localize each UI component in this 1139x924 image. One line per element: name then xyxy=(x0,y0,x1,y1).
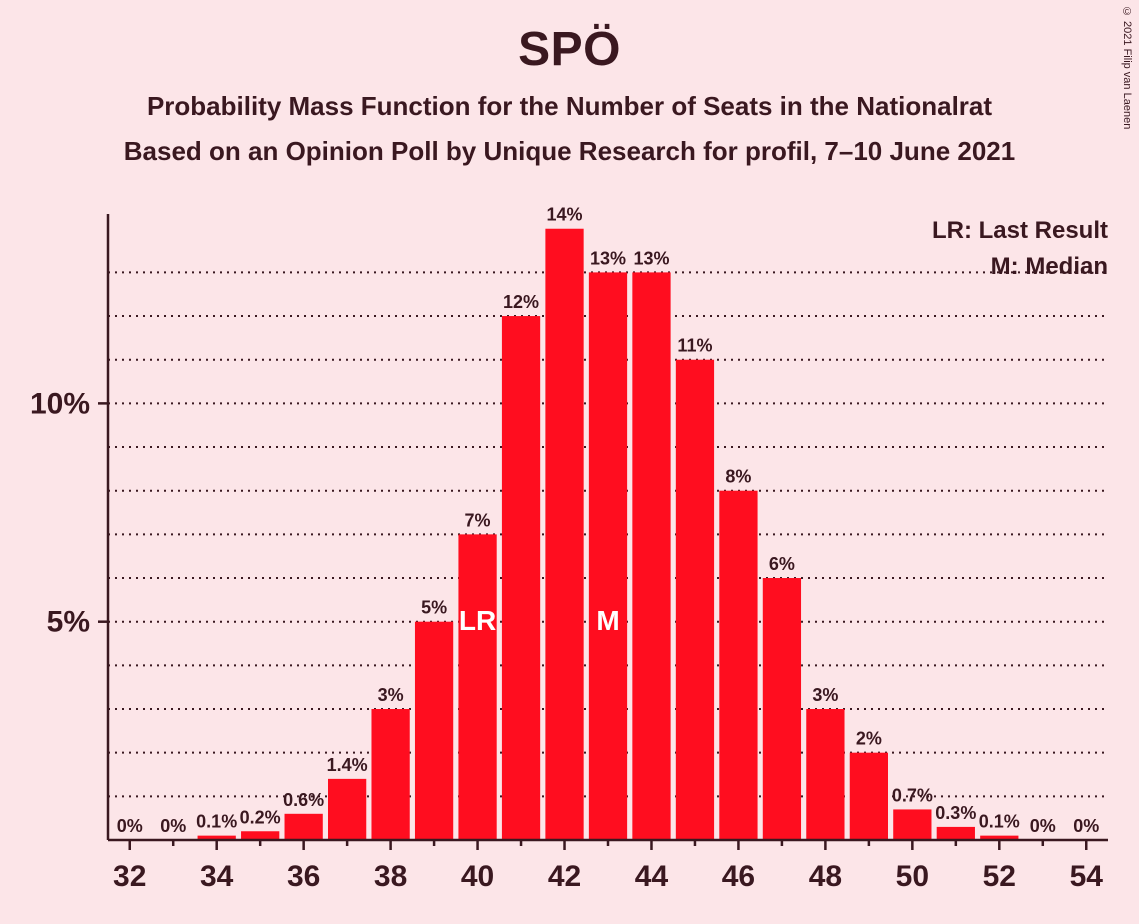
bar-value-label: 3% xyxy=(378,685,404,705)
bar-value-label: 14% xyxy=(547,205,583,225)
legend-last-result: LR: Last Result xyxy=(932,217,1108,244)
bar xyxy=(893,809,931,840)
chart-title: SPÖ xyxy=(0,0,1139,77)
bar xyxy=(632,272,670,840)
bar-value-label: 2% xyxy=(856,729,882,749)
chart-subtitle-2: Based on an Opinion Poll by Unique Resea… xyxy=(0,136,1139,167)
bar xyxy=(285,814,323,840)
x-tick-label: 34 xyxy=(200,860,234,893)
bar xyxy=(241,831,279,840)
legend-median: M: Median xyxy=(991,253,1108,280)
x-tick-label: 36 xyxy=(287,860,320,893)
chart-area: 5%10%0%0%0.1%0.2%0.6%1.4%3%5%7%LR12%14%1… xyxy=(0,200,1139,924)
x-tick-label: 32 xyxy=(113,860,146,893)
x-tick-label: 38 xyxy=(374,860,407,893)
bar-value-label: 5% xyxy=(421,598,447,618)
bar-value-label: 0.2% xyxy=(240,807,281,827)
bar xyxy=(545,229,583,840)
bar xyxy=(328,779,366,840)
bar-annotation: M xyxy=(596,605,619,636)
bar xyxy=(502,316,540,840)
x-tick-label: 54 xyxy=(1070,860,1104,893)
bar xyxy=(371,709,409,840)
bar-value-label: 0% xyxy=(160,816,186,836)
bar-value-label: 0% xyxy=(1073,816,1099,836)
bar-value-label: 0.7% xyxy=(892,785,933,805)
bar-value-label: 8% xyxy=(725,467,751,487)
x-tick-label: 50 xyxy=(896,860,929,893)
bar-annotation: LR xyxy=(459,605,496,636)
bar-value-label: 1.4% xyxy=(327,755,368,775)
bar xyxy=(589,272,627,840)
bar xyxy=(719,491,757,840)
bar-value-label: 13% xyxy=(633,248,669,268)
x-tick-label: 52 xyxy=(983,860,1016,893)
bar-value-label: 0% xyxy=(1030,816,1056,836)
bar-value-label: 7% xyxy=(465,510,491,530)
x-tick-label: 46 xyxy=(722,860,755,893)
x-tick-label: 40 xyxy=(461,860,494,893)
bar-value-label: 0% xyxy=(117,816,143,836)
bar xyxy=(676,360,714,840)
bar-value-label: 0.6% xyxy=(283,790,324,810)
bar-value-label: 13% xyxy=(590,248,626,268)
bar-value-label: 0.1% xyxy=(196,812,237,832)
copyright-text: © 2021 Filip van Laenen xyxy=(1121,6,1133,129)
svg-text:5%: 5% xyxy=(47,606,90,639)
bar-value-label: 6% xyxy=(769,554,795,574)
svg-text:10%: 10% xyxy=(30,387,90,420)
bar xyxy=(850,753,888,840)
bar-value-label: 0.3% xyxy=(935,803,976,823)
bar xyxy=(458,534,496,840)
bar-value-label: 3% xyxy=(812,685,838,705)
pmf-bar-chart: 5%10%0%0%0.1%0.2%0.6%1.4%3%5%7%LR12%14%1… xyxy=(0,200,1139,924)
chart-subtitle-1: Probability Mass Function for the Number… xyxy=(0,91,1139,122)
bar xyxy=(806,709,844,840)
x-tick-label: 48 xyxy=(809,860,842,893)
x-tick-label: 44 xyxy=(635,860,669,893)
bar-value-label: 12% xyxy=(503,292,539,312)
bar xyxy=(763,578,801,840)
bar-value-label: 0.1% xyxy=(979,812,1020,832)
x-tick-label: 42 xyxy=(548,860,581,893)
bar-value-label: 11% xyxy=(677,336,712,356)
bar xyxy=(937,827,975,840)
bar xyxy=(415,622,453,840)
